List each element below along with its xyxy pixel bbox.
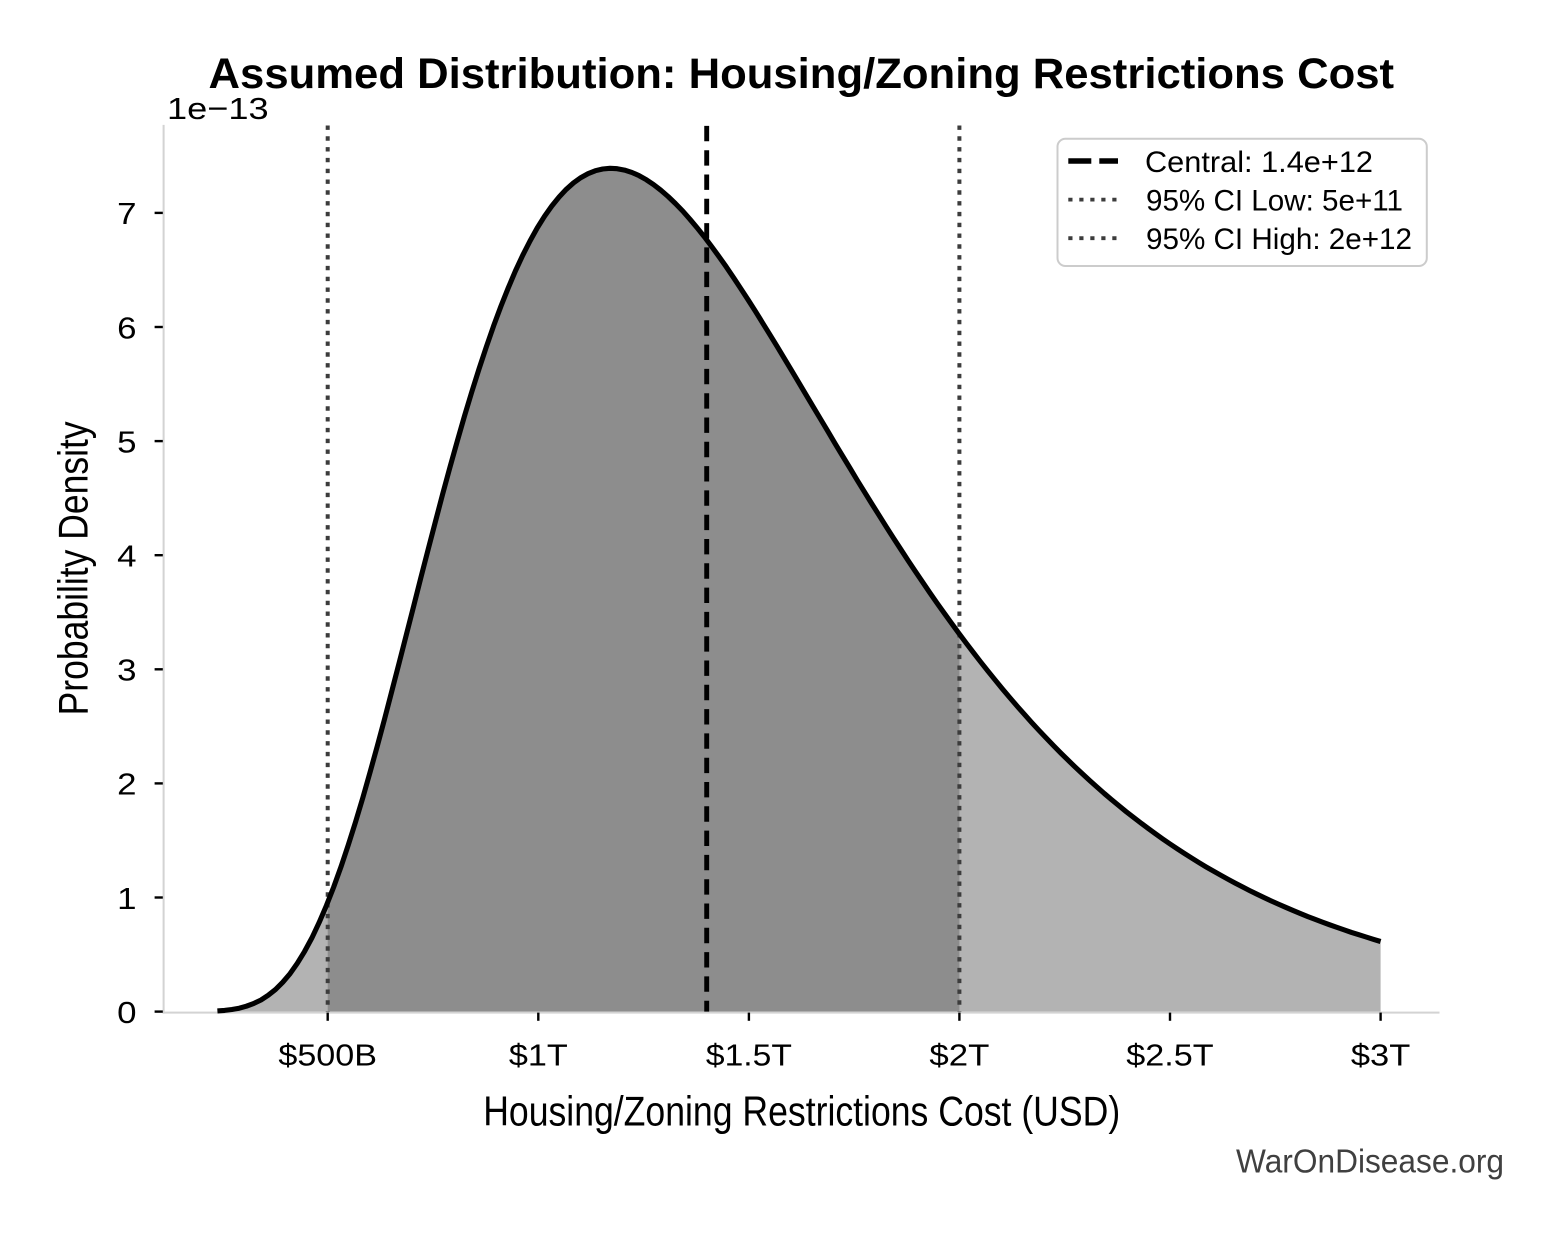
svg-text:$1T: $1T xyxy=(509,1038,568,1073)
svg-text:Housing/Zoning Restrictions Co: Housing/Zoning Restrictions Cost (USD) xyxy=(483,1088,1120,1135)
svg-text:95% CI Low: 5e+11: 95% CI Low: 5e+11 xyxy=(1146,185,1403,218)
svg-text:$500B: $500B xyxy=(278,1038,377,1073)
svg-text:3: 3 xyxy=(117,653,136,688)
svg-text:$3T: $3T xyxy=(1351,1038,1410,1073)
svg-text:WarOnDisease.org: WarOnDisease.org xyxy=(1236,1142,1504,1179)
svg-text:1: 1 xyxy=(117,881,136,916)
svg-text:7: 7 xyxy=(117,196,136,231)
svg-text:4: 4 xyxy=(117,539,136,574)
svg-text:5: 5 xyxy=(117,424,136,459)
svg-text:$1.5T: $1.5T xyxy=(706,1038,792,1073)
svg-text:Central: 1.4e+12: Central: 1.4e+12 xyxy=(1145,146,1373,179)
svg-text:1e−13: 1e−13 xyxy=(167,91,269,126)
svg-text:Assumed Distribution: Housing/: Assumed Distribution: Housing/Zoning Res… xyxy=(209,50,1395,98)
svg-text:$2.5T: $2.5T xyxy=(1126,1038,1213,1073)
svg-text:6: 6 xyxy=(117,310,136,345)
svg-text:95% CI High: 2e+12: 95% CI High: 2e+12 xyxy=(1146,223,1412,256)
svg-text:$2T: $2T xyxy=(929,1038,989,1073)
svg-text:0: 0 xyxy=(117,995,136,1030)
svg-text:Probability Density: Probability Density xyxy=(50,421,97,715)
svg-text:2: 2 xyxy=(117,767,136,802)
